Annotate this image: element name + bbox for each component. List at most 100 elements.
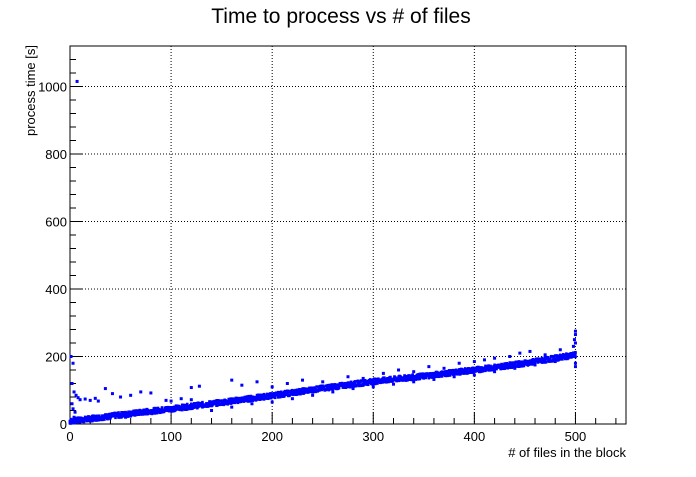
data-point [443,371,447,375]
data-point [185,402,189,406]
data-point [134,412,138,416]
data-point [78,398,82,402]
data-point [572,355,576,358]
data-point [484,364,487,368]
data-point [260,393,264,397]
data-point [420,374,424,378]
data-point [129,414,133,418]
data-point [71,361,75,365]
data-point [346,375,350,379]
data-point [418,377,422,381]
data-point [487,364,490,368]
data-point [98,414,101,418]
data-point [279,390,283,394]
data-point [209,400,212,403]
data-point [239,400,243,404]
data-point [189,386,193,390]
data-point [164,398,168,402]
data-point [88,398,92,402]
data-point [399,375,402,378]
data-point [72,419,76,423]
data-point [199,404,202,408]
data-point [408,378,411,381]
data-point [475,369,478,372]
data-point [340,381,344,385]
data-point [573,341,577,345]
data-point [71,407,75,411]
data-point [533,363,537,367]
data-point [74,393,78,397]
data-point [444,374,448,378]
grid-layer [70,46,626,424]
data-point [448,374,452,377]
data-point [201,400,204,404]
data-point [139,390,143,394]
data-point [558,348,562,352]
data-point [86,419,90,423]
data-point [230,378,234,382]
data-point [347,381,351,385]
data-point [95,414,99,418]
data-point [555,356,559,360]
data-point [371,385,375,389]
data-point [117,411,120,414]
data-point [105,416,108,419]
data-point [278,392,282,396]
data-point [270,392,274,396]
data-point [290,392,293,396]
data-point [70,382,74,385]
data-point [258,398,262,401]
data-point [546,355,550,359]
data-point [224,399,227,402]
data-point [210,409,214,412]
data-point [353,382,357,385]
data-point [533,361,537,364]
plot-border [69,45,627,425]
data-point [505,363,509,367]
data-point [184,404,188,408]
data-point [375,377,378,381]
data-point [439,372,443,375]
data-point [107,417,110,421]
data-point [563,356,567,360]
data-point [331,390,335,394]
data-point [286,391,289,395]
data-point [255,380,259,384]
data-point [74,417,78,421]
data-point [91,419,95,422]
data-point [510,363,514,367]
data-point [70,402,74,406]
data-point [103,418,106,421]
data-point [493,356,497,360]
y-tick-label: 600 [45,215,67,230]
data-point [412,370,416,374]
data-point [513,366,517,370]
data-point [141,412,145,416]
data-point [230,405,234,409]
data-point [409,374,412,378]
data-point [329,387,333,391]
data-point [389,375,392,379]
data-point [368,378,372,381]
data-point [106,413,109,416]
data-point [179,397,183,401]
data-point [472,373,476,377]
data-point [381,371,385,375]
data-point [453,371,457,374]
data-point [536,361,540,364]
data-point [250,402,254,406]
data-point [500,367,503,371]
data-point [273,396,277,400]
data-point [127,410,130,414]
data-point [297,389,300,393]
data-point [242,400,246,403]
data-point [508,366,512,370]
data-point [483,367,486,371]
x-tick-label: 300 [362,429,384,444]
data-point [383,376,386,379]
data-point [351,387,355,391]
x-axis-label: # of files in the block [508,445,626,460]
data-point [82,420,86,424]
data-point [505,361,509,365]
data-point [573,329,577,333]
